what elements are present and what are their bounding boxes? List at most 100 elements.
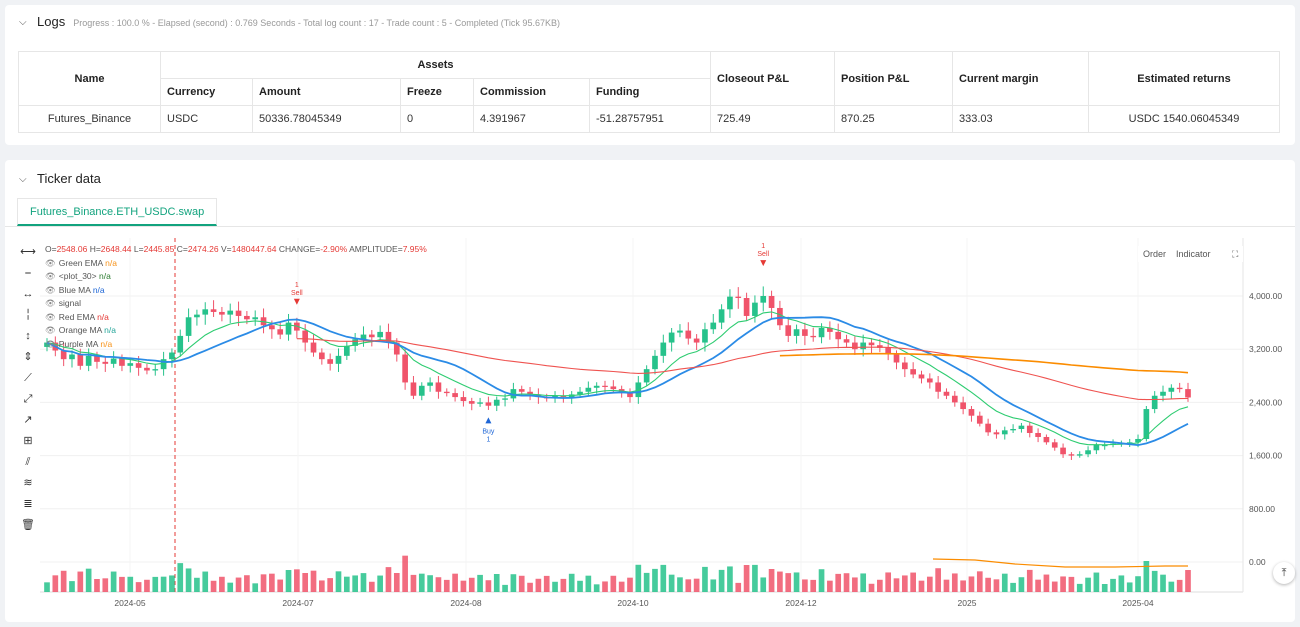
logs-summary: Progress : 100.0 % - Elapsed (second) : … — [73, 18, 560, 28]
candle-body — [194, 314, 200, 318]
candle-body — [269, 325, 275, 330]
volume-bar — [144, 579, 150, 592]
volume-bar — [793, 572, 800, 592]
fullscreen-icon[interactable]: ⛶ — [1227, 246, 1244, 262]
buy-signal-count: 1 — [486, 436, 490, 443]
candle-body — [668, 332, 675, 343]
trash-icon[interactable]: 🗑 — [21, 519, 35, 531]
logs-header[interactable]: ⌵ Logs Progress : 100.0 % - Elapsed (sec… — [19, 14, 560, 29]
volume-bar — [951, 573, 958, 592]
volume-bar — [585, 575, 592, 592]
y-tick-label: 1,600.00 — [1249, 451, 1282, 461]
candle-body — [885, 347, 892, 355]
volume-bar — [685, 579, 692, 592]
volume-bar — [643, 572, 650, 592]
candle-body — [110, 358, 117, 364]
eye-icon[interactable]: 👁 — [45, 325, 56, 335]
candle-body — [427, 382, 433, 386]
candle-body — [743, 297, 750, 316]
arrow-line-icon[interactable]: ↗ — [23, 414, 33, 426]
candle-body — [460, 397, 467, 402]
legend-blue-ma[interactable]: 👁 Blue MA n/a — [45, 284, 105, 295]
eye-icon[interactable]: 👁 — [45, 338, 56, 349]
candle-body — [768, 296, 775, 308]
eye-icon[interactable]: 👁 — [45, 271, 56, 281]
ray-line-icon[interactable]: ⤢ — [23, 393, 33, 405]
candle-body — [402, 354, 408, 383]
price-range-icon[interactable]: ⊞ — [23, 435, 33, 447]
volume-bar — [535, 578, 542, 592]
candle-body — [510, 389, 517, 399]
candle-body — [144, 367, 150, 371]
volume-bar — [568, 573, 575, 592]
volume-bar — [610, 575, 617, 592]
scroll-to-top-button[interactable]: ⤒ — [1273, 562, 1295, 584]
legend-red-ema[interactable]: 👁 Red EMA n/a — [45, 311, 109, 322]
legend-signal[interactable]: 👁 signal — [45, 298, 82, 308]
layers-icon[interactable]: ≣ — [23, 498, 33, 510]
trend-line-icon[interactable]: ⟋ — [24, 372, 32, 384]
volume-bar — [1135, 576, 1141, 592]
sell-signal-count: 1 — [295, 282, 299, 289]
vertical-extend-icon[interactable]: ⇕ — [23, 351, 33, 363]
order-button[interactable]: Order — [1138, 246, 1172, 262]
candle-body — [77, 354, 84, 366]
vertical-line-icon[interactable]: ╎ — [24, 309, 32, 321]
parallel-channel-icon[interactable]: ⫽ — [25, 456, 31, 468]
volume-bar — [976, 571, 983, 592]
volume-bar — [577, 580, 583, 592]
vertical-ray-icon[interactable]: ↕ — [25, 330, 31, 342]
volume-bar — [752, 564, 758, 592]
volume-bar — [1026, 569, 1033, 592]
candle-body — [160, 359, 167, 370]
volume-bar — [1118, 575, 1125, 592]
volume-bar — [902, 575, 908, 592]
price-chart[interactable]: 4,000.00 3,200.00 2,400.00 1,600.00 800.00 0.… — [5, 160, 1295, 622]
eye-icon[interactable]: 👁 — [45, 284, 56, 295]
candle-body — [418, 385, 425, 396]
volume-bar — [393, 573, 400, 592]
candle-body — [1160, 391, 1166, 396]
candle-body — [1068, 454, 1075, 456]
candle-body — [593, 385, 600, 388]
eye-icon[interactable]: 👁 — [45, 311, 56, 322]
candle-body — [1026, 425, 1033, 433]
volume-bar — [1010, 582, 1016, 592]
volume-bar — [702, 566, 708, 592]
volume-bar — [235, 577, 242, 592]
horizontal-line-icon[interactable]: ⟷ — [20, 246, 36, 258]
legend-orange-ma[interactable]: 👁 Orange MA n/a — [45, 325, 116, 335]
volume-bar — [885, 572, 892, 592]
assets-group-header: Assets — [160, 51, 711, 79]
candle-body — [169, 352, 175, 360]
candle-body — [1060, 447, 1066, 455]
y-tick-label: 2,400.00 — [1249, 397, 1282, 407]
volume-bar — [635, 564, 642, 592]
candle-body — [335, 355, 342, 364]
x-tick-label: 2024-12 — [785, 598, 816, 608]
eye-icon[interactable]: 👁 — [45, 298, 56, 308]
ticker-header[interactable]: ⌵ Ticker data — [19, 171, 101, 186]
candle-body — [310, 342, 317, 353]
eye-icon[interactable]: 👁 — [45, 257, 56, 268]
extended-line-icon[interactable]: ↔ — [22, 288, 34, 300]
indicator-button[interactable]: Indicator — [1171, 246, 1216, 262]
legend-green-ema[interactable]: 👁 Green EMA n/a — [45, 257, 117, 268]
fib-lines-icon[interactable]: ≋ — [23, 477, 33, 489]
legend-purple-ma[interactable]: 👁 Purple MA n/a — [45, 338, 113, 349]
legend-plot-30[interactable]: 👁 <plot_30> n/a — [45, 271, 111, 281]
horizontal-ray-icon[interactable]: ⎯ — [25, 267, 31, 279]
volume-bar — [727, 566, 733, 592]
tab-eth-usdc-swap[interactable]: Futures_Binance.ETH_USDC.swap — [17, 198, 218, 226]
chart-legend: O=2548.06 H=2648.44 L=2445.85 C=2474.26 … — [45, 243, 427, 351]
cell-closeout: 725.49 — [710, 105, 835, 133]
volume-bar — [94, 579, 100, 592]
volume-bar — [802, 579, 808, 592]
chevron-down-icon[interactable]: ⌵ — [19, 174, 27, 185]
volume-bar — [1143, 561, 1150, 592]
candle-body — [802, 329, 808, 336]
volume-bar — [893, 578, 900, 592]
candle-body — [368, 334, 375, 338]
chevron-down-icon[interactable]: ⌵ — [19, 17, 27, 28]
candle-body — [435, 382, 442, 392]
